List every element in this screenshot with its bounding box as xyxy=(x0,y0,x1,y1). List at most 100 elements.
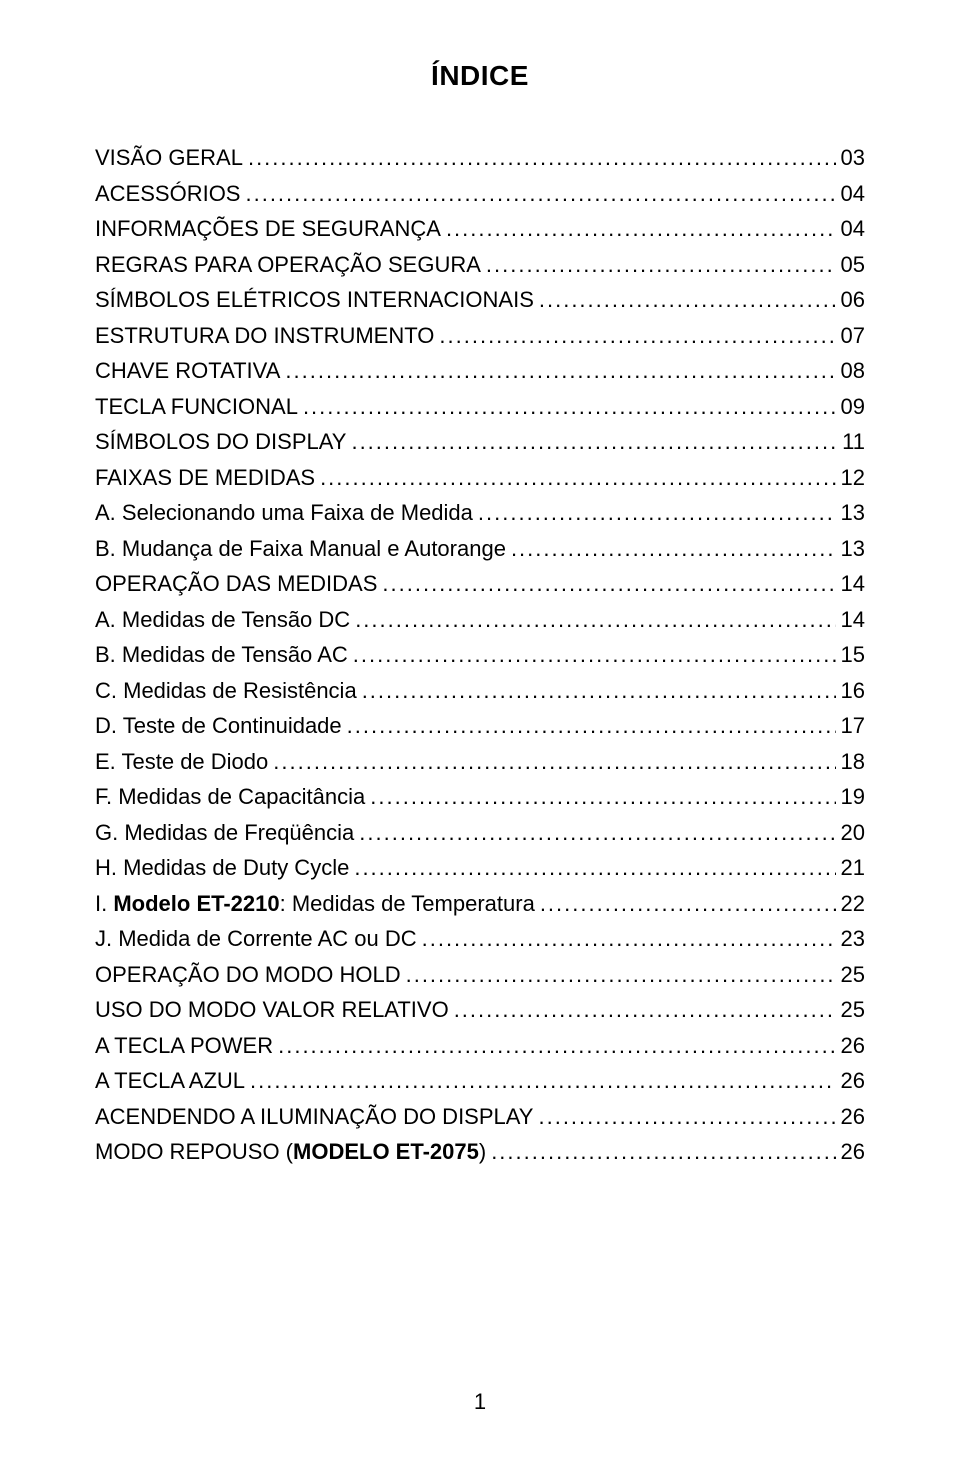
toc-entry: F. Medidas de Capacitância 19 xyxy=(95,786,865,808)
toc-entry-page: 22 xyxy=(841,893,865,915)
toc-entry-page: 19 xyxy=(841,786,865,808)
toc-leader-dots xyxy=(422,928,836,950)
toc-leader-dots xyxy=(354,857,835,879)
toc-entry-label: VISÃO GERAL xyxy=(95,147,243,169)
toc-entry-label: ESTRUTURA DO INSTRUMENTO xyxy=(95,325,434,347)
toc-entry: J. Medida de Corrente AC ou DC 23 xyxy=(95,928,865,950)
toc-entry: REGRAS PARA OPERAÇÃO SEGURA05 xyxy=(95,254,865,276)
toc-entry-page: 05 xyxy=(841,254,865,276)
toc-entry-page: 20 xyxy=(841,822,865,844)
toc-entry-page: 17 xyxy=(841,715,865,737)
toc-entry-label: A TECLA AZUL xyxy=(95,1070,245,1092)
toc-leader-dots xyxy=(486,254,836,276)
toc-leader-dots xyxy=(491,1141,835,1163)
toc-entry-page: 25 xyxy=(841,999,865,1021)
toc-entry-page: 06 xyxy=(841,289,865,311)
toc-entry-label: USO DO MODO VALOR RELATIVO xyxy=(95,999,449,1021)
toc-entry-label: F. Medidas de Capacitância xyxy=(95,786,365,808)
toc-entry-page: 11 xyxy=(842,431,865,453)
toc-entry-label: D. Teste de Continuidade xyxy=(95,715,342,737)
toc-leader-dots xyxy=(351,431,837,453)
page-number: 1 xyxy=(0,1389,960,1415)
page-title: ÍNDICE xyxy=(95,60,865,92)
toc-entry: SÍMBOLOS DO DISPLAY 11 xyxy=(95,431,865,453)
toc-entry-label: INFORMAÇÕES DE SEGURANÇA xyxy=(95,218,441,240)
toc-entry: H. Medidas de Duty Cycle 21 xyxy=(95,857,865,879)
toc-entry-page: 13 xyxy=(841,538,865,560)
toc-entry: D. Teste de Continuidade 17 xyxy=(95,715,865,737)
toc-entry: A TECLA AZUL 26 xyxy=(95,1070,865,1092)
toc-entry-page: 14 xyxy=(841,609,865,631)
toc-entry-page: 26 xyxy=(841,1070,865,1092)
toc-entry: G. Medidas de Freqüência20 xyxy=(95,822,865,844)
toc-leader-dots xyxy=(320,467,835,489)
toc-entry: I. Modelo ET-2210: Medidas de Temperatur… xyxy=(95,893,865,915)
toc-leader-dots xyxy=(406,964,836,986)
toc-entry-label: TECLA FUNCIONAL xyxy=(95,396,298,418)
toc-entry-label: OPERAÇÃO DO MODO HOLD xyxy=(95,964,401,986)
toc-leader-dots xyxy=(347,715,836,737)
toc-entry-label: J. Medida de Corrente AC ou DC xyxy=(95,928,417,950)
toc-leader-dots xyxy=(278,1035,835,1057)
toc-entry-label: I. Modelo ET-2210: Medidas de Temperatur… xyxy=(95,893,535,915)
toc-entry: B. Medidas de Tensão AC15 xyxy=(95,644,865,666)
toc-entry: A. Selecionando uma Faixa de Medida13 xyxy=(95,502,865,524)
toc-entry-label: SÍMBOLOS ELÉTRICOS INTERNACIONAIS xyxy=(95,289,534,311)
toc-leader-dots xyxy=(439,325,835,347)
toc-leader-dots xyxy=(370,786,835,808)
toc-entry-label: CHAVE ROTATIVA xyxy=(95,360,280,382)
toc-entry-page: 14 xyxy=(841,573,865,595)
toc-entry-page: 09 xyxy=(841,396,865,418)
toc-entry-label: B. Medidas de Tensão AC xyxy=(95,644,348,666)
toc-leader-dots xyxy=(511,538,836,560)
toc-leader-dots xyxy=(303,396,836,418)
toc-entry: ACESSÓRIOS04 xyxy=(95,183,865,205)
toc-entry: CHAVE ROTATIVA 08 xyxy=(95,360,865,382)
toc-leader-dots xyxy=(454,999,836,1021)
toc-leader-dots xyxy=(539,289,836,311)
toc-entry-label: SÍMBOLOS DO DISPLAY xyxy=(95,431,346,453)
toc-leader-dots xyxy=(245,183,835,205)
toc-leader-dots xyxy=(540,893,836,915)
toc-entry-page: 03 xyxy=(841,147,865,169)
toc-entry-page: 23 xyxy=(841,928,865,950)
toc-leader-dots xyxy=(538,1106,835,1128)
toc-entry-label: A TECLA POWER xyxy=(95,1035,273,1057)
toc-entry: OPERAÇÃO DO MODO HOLD 25 xyxy=(95,964,865,986)
toc-entry-label: B. Mudança de Faixa Manual e Autorange xyxy=(95,538,506,560)
toc-entry: OPERAÇÃO DAS MEDIDAS14 xyxy=(95,573,865,595)
toc-entry: FAIXAS DE MEDIDAS12 xyxy=(95,467,865,489)
toc-entry: ESTRUTURA DO INSTRUMENTO 07 xyxy=(95,325,865,347)
toc-entry-page: 21 xyxy=(841,857,865,879)
toc-entry: INFORMAÇÕES DE SEGURANÇA 04 xyxy=(95,218,865,240)
toc-entry: A TECLA POWER26 xyxy=(95,1035,865,1057)
toc-leader-dots xyxy=(250,1070,836,1092)
toc-entry-label: A. Medidas de Tensão DC xyxy=(95,609,350,631)
toc-leader-dots xyxy=(248,147,836,169)
toc-entry: ACENDENDO A ILUMINAÇÃO DO DISPLAY 26 xyxy=(95,1106,865,1128)
toc-entry-page: 08 xyxy=(841,360,865,382)
toc-entry: USO DO MODO VALOR RELATIVO 25 xyxy=(95,999,865,1021)
toc-entry: C. Medidas de Resistência16 xyxy=(95,680,865,702)
toc-entry: A. Medidas de Tensão DC 14 xyxy=(95,609,865,631)
toc-entry-label: ACENDENDO A ILUMINAÇÃO DO DISPLAY xyxy=(95,1106,533,1128)
toc-list: VISÃO GERAL 03 ACESSÓRIOS04 INFORMAÇÕES DE … xyxy=(95,147,865,1163)
toc-leader-dots xyxy=(353,644,836,666)
toc-entry-page: 04 xyxy=(841,218,865,240)
toc-leader-dots xyxy=(273,751,835,773)
toc-entry-page: 25 xyxy=(841,964,865,986)
toc-entry-page: 26 xyxy=(841,1106,865,1128)
toc-entry-label: FAIXAS DE MEDIDAS xyxy=(95,467,315,489)
toc-leader-dots xyxy=(355,609,835,631)
toc-leader-dots xyxy=(362,680,836,702)
toc-entry-page: 07 xyxy=(841,325,865,347)
toc-leader-dots xyxy=(382,573,835,595)
toc-leader-dots xyxy=(478,502,836,524)
toc-entry-page: 04 xyxy=(841,183,865,205)
toc-entry-label: C. Medidas de Resistência xyxy=(95,680,357,702)
toc-entry-page: 13 xyxy=(841,502,865,524)
toc-entry-page: 26 xyxy=(841,1141,865,1163)
toc-leader-dots xyxy=(359,822,835,844)
toc-entry-label: H. Medidas de Duty Cycle xyxy=(95,857,349,879)
toc-entry: SÍMBOLOS ELÉTRICOS INTERNACIONAIS 06 xyxy=(95,289,865,311)
